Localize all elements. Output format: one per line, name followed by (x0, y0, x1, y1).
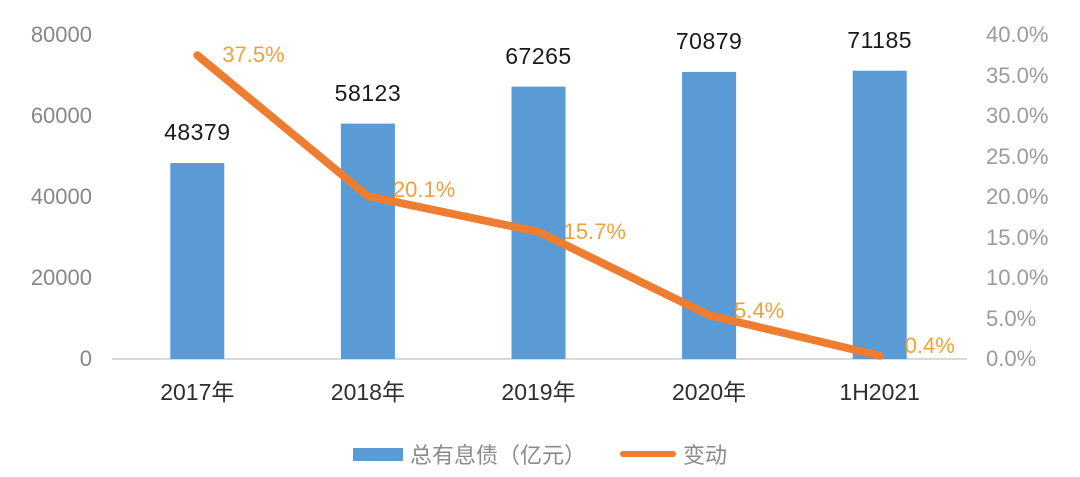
legend: 总有息债（亿元） 变动 (0, 438, 1080, 470)
line-value-label-2017年: 37.5% (222, 42, 285, 68)
right-axis-tick-0.0%: 0.0% (986, 346, 1037, 371)
left-axis-tick-80000: 80000 (30, 22, 92, 47)
bar-value-label-2019年: 67265 (505, 42, 572, 69)
line-series-swatch-icon (620, 451, 676, 457)
bar-2018年 (340, 123, 395, 359)
bar-2017年 (170, 163, 225, 359)
bar-value-label-2020年: 70879 (675, 27, 743, 54)
right-axis-tick-35.0%: 35.0% (986, 62, 1049, 88)
right-axis-tick-25.0%: 25.0% (986, 143, 1049, 169)
legend-label-bar-series: 总有息债（亿元） (409, 443, 586, 468)
bar-2019年 (511, 86, 566, 359)
x-axis-label-2019年: 2019年 (501, 379, 576, 405)
right-axis-tick-30.0%: 30.0% (986, 103, 1049, 128)
bar-1H2021 (852, 70, 907, 360)
left-axis-tick-40000: 40000 (30, 184, 92, 209)
trend-line (193, 51, 884, 360)
legend-label-line-series: 变动 (683, 443, 728, 468)
right-axis-tick-5.0%: 5.0% (986, 305, 1037, 331)
x-axis-label-2018年: 2018年 (330, 379, 405, 405)
right-axis-tick-10.0%: 10.0% (986, 265, 1049, 290)
x-axis-label-2017年: 2017年 (160, 379, 235, 405)
bar-value-label-2018年: 58123 (334, 79, 402, 106)
right-axis-tick-15.0%: 15.0% (986, 224, 1049, 250)
bar-value-label-1H2021: 71185 (847, 26, 913, 53)
x-axis-label-1H2021: 1H2021 (839, 379, 920, 405)
x-axis-label-2020年: 2020年 (672, 379, 747, 405)
left-axis-tick-0: 0 (79, 346, 92, 371)
line-value-label-2020年: 5.4% (734, 298, 785, 324)
right-axis-tick-40.0%: 40.0% (986, 22, 1049, 47)
legend-item-bar-series: 总有息债（亿元） (352, 438, 586, 470)
bar-value-label-2017年: 48379 (164, 119, 231, 146)
line-value-label-2018年: 20.1% (392, 177, 456, 203)
left-axis-tick-60000: 60000 (30, 103, 92, 128)
line-value-label-1H2021: 0.4% (904, 332, 955, 358)
legend-item-line-series: 变动 (620, 438, 727, 470)
bar-series-swatch-icon (352, 447, 403, 461)
right-axis-tick-20.0%: 20.0% (986, 184, 1049, 209)
line-value-label-2019年: 15.7% (563, 218, 626, 244)
left-axis-tick-20000: 20000 (30, 265, 92, 290)
